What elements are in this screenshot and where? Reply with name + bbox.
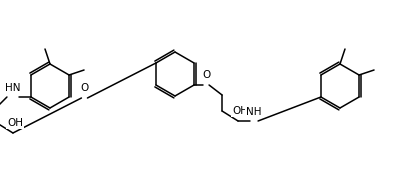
Text: HN: HN	[5, 83, 21, 93]
Text: OH: OH	[7, 118, 23, 128]
Text: O: O	[202, 70, 210, 80]
Text: NH: NH	[246, 107, 262, 117]
Text: OH: OH	[232, 106, 248, 116]
Text: O: O	[80, 83, 88, 93]
